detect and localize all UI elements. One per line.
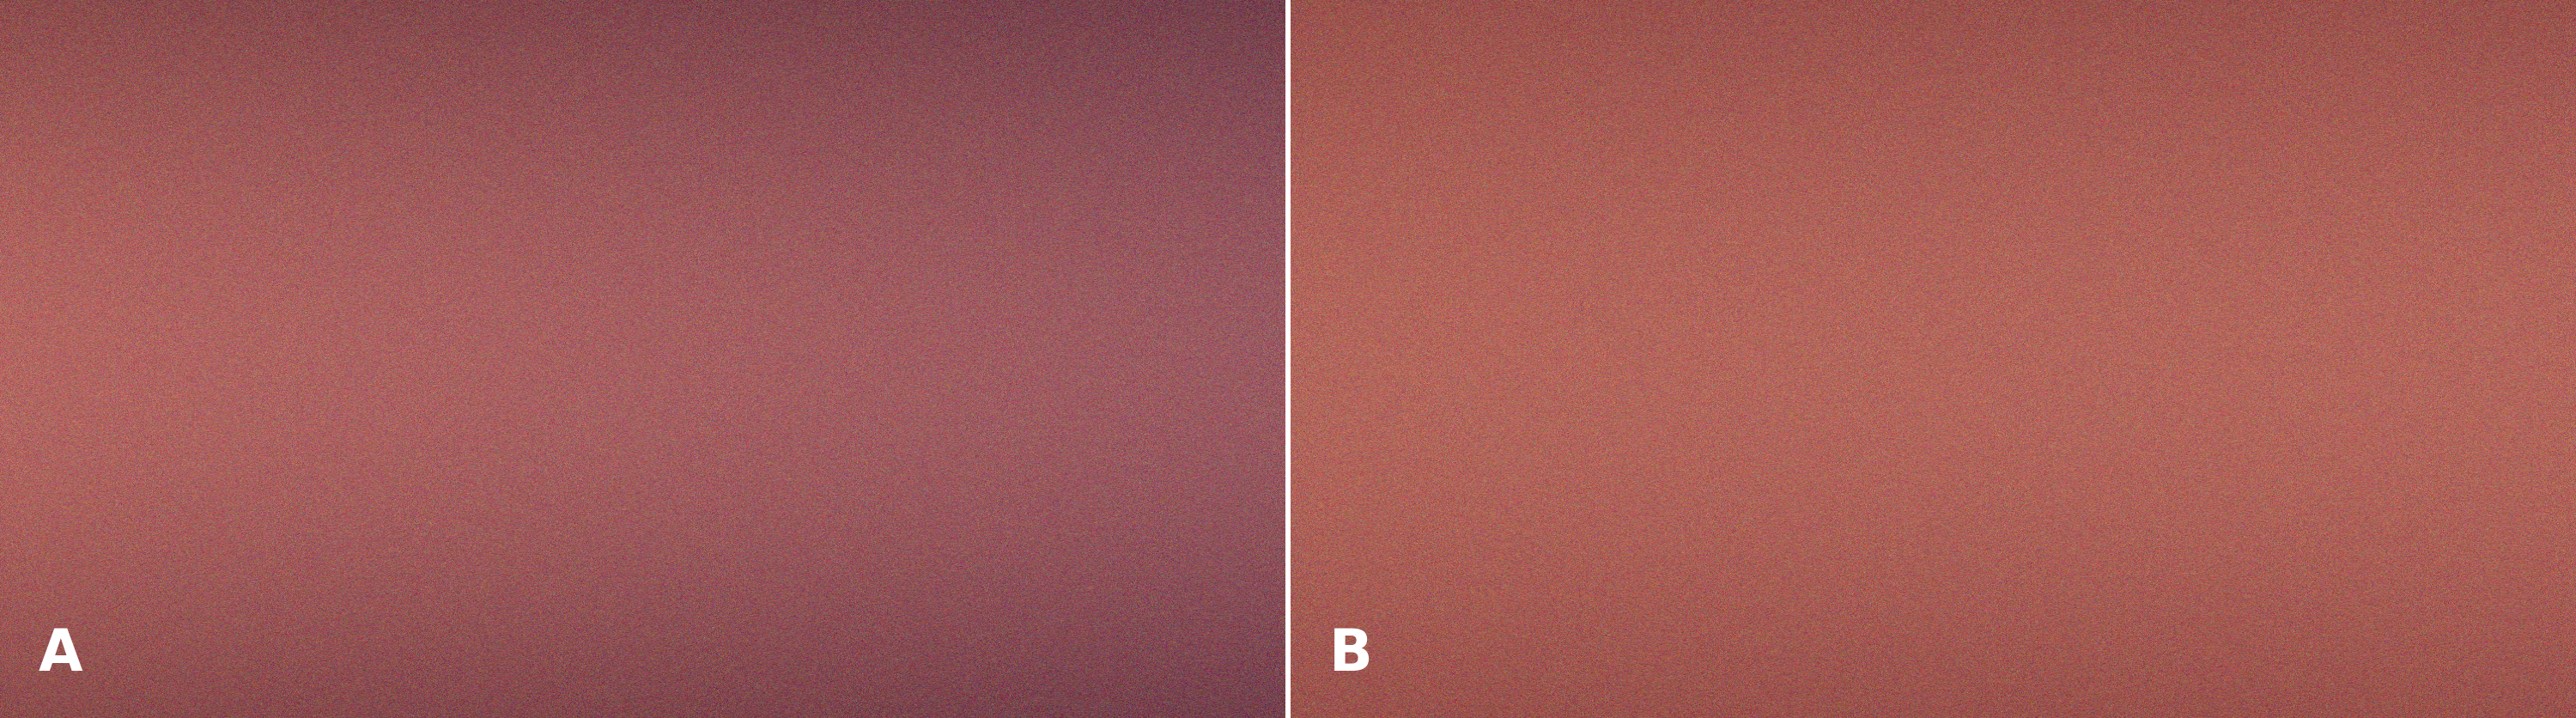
Text: B: B (1329, 625, 1373, 682)
Text: A: A (39, 625, 82, 682)
